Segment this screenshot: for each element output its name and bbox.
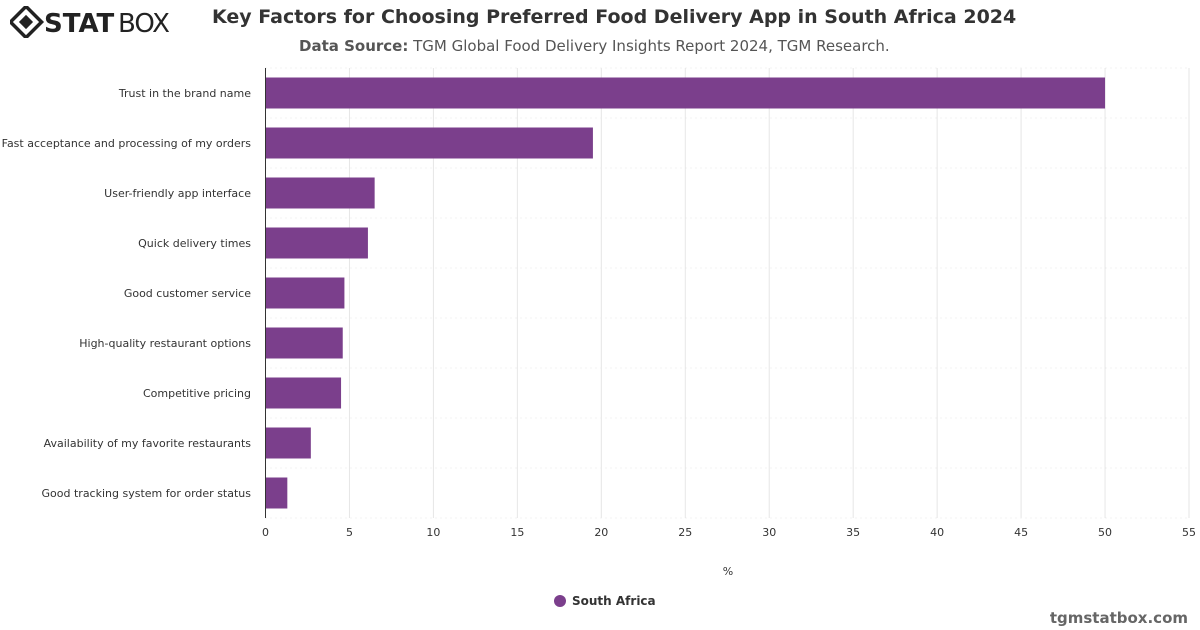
bar[interactable] [265,377,342,409]
svg-text:BOX: BOX [118,9,169,38]
bar[interactable] [265,77,1106,109]
category-label: Quick delivery times [138,237,251,250]
category-label: Good tracking system for order status [42,487,252,500]
category-label: Good customer service [124,287,251,300]
category-label: High-quality restaurant options [79,337,251,350]
category-label: User-friendly app interface [104,187,251,200]
bar[interactable] [265,127,593,159]
category-label: Competitive pricing [143,387,251,400]
x-tick-label: 25 [678,526,692,539]
svg-text:STAT: STAT [44,9,115,38]
bar[interactable] [265,277,345,309]
x-tick-label: 15 [510,526,524,539]
chart-title: Key Factors for Choosing Preferred Food … [212,6,1017,28]
x-tick-label: 0 [262,526,269,539]
source-label: Data Source: [299,37,409,55]
legend-marker [554,595,566,607]
legend[interactable]: South Africa [554,594,656,608]
x-tick-label: 50 [1098,526,1112,539]
bar[interactable] [265,177,375,209]
x-tick-label: 30 [762,526,776,539]
category-label: Trust in the brand name [118,87,251,100]
bar[interactable] [265,227,368,259]
site-url[interactable]: tgmstatbox.com [1049,609,1188,627]
x-tick-label: 55 [1182,526,1196,539]
x-tick-label: 5 [346,526,353,539]
bar[interactable] [265,477,288,509]
x-axis-title: % [723,565,733,578]
x-tick-label: 20 [594,526,608,539]
category-label: Availability of my favorite restaurants [44,437,252,450]
legend-label: South Africa [572,594,656,608]
statbox-logo: STAT BOX [10,6,170,38]
x-tick-label: 35 [846,526,860,539]
x-tick-label: 45 [1014,526,1028,539]
bar[interactable] [265,327,343,359]
chart-subtitle: Data Source: TGM Global Food Delivery In… [299,37,890,55]
x-tick-label: 10 [426,526,440,539]
x-tick-label: 40 [930,526,944,539]
category-label: Fast acceptance and processing of my ord… [2,137,252,150]
source-text: TGM Global Food Delivery Insights Report… [413,37,890,55]
bar[interactable] [265,427,311,459]
